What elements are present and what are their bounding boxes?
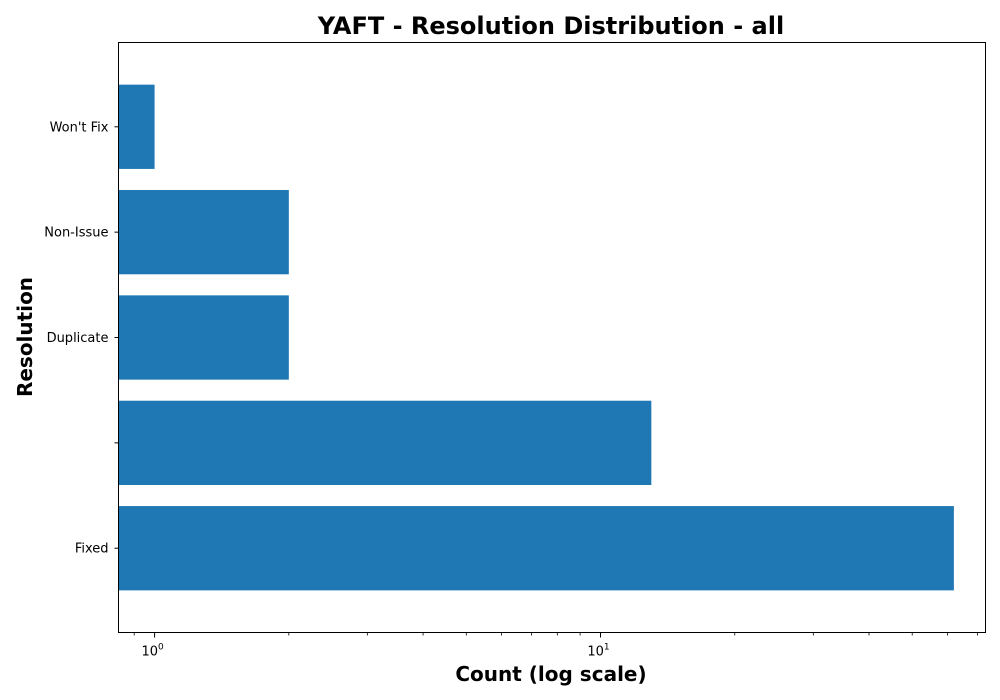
ticks-group: Fixed Duplicate Non-Issue Won't Fix 100 101 bbox=[44, 120, 978, 660]
bar bbox=[118, 190, 289, 275]
x-tick-label: 100 bbox=[141, 643, 164, 660]
x-axis-label: Count (log scale) bbox=[455, 662, 646, 686]
bar bbox=[118, 400, 652, 485]
bars-group bbox=[118, 84, 954, 591]
y-tick-label: Non-Issue bbox=[44, 226, 108, 241]
bar bbox=[118, 84, 155, 169]
chart-title: YAFT - Resolution Distribution - all bbox=[317, 12, 784, 40]
bar bbox=[118, 295, 289, 380]
bar bbox=[118, 506, 954, 591]
x-tick-label: 101 bbox=[587, 643, 609, 660]
y-tick-label: Duplicate bbox=[47, 331, 109, 346]
y-tick-label: Won't Fix bbox=[50, 120, 109, 135]
y-axis-label: Resolution bbox=[13, 277, 37, 397]
plot-frame bbox=[118, 42, 986, 633]
y-tick-label: Fixed bbox=[75, 542, 109, 557]
